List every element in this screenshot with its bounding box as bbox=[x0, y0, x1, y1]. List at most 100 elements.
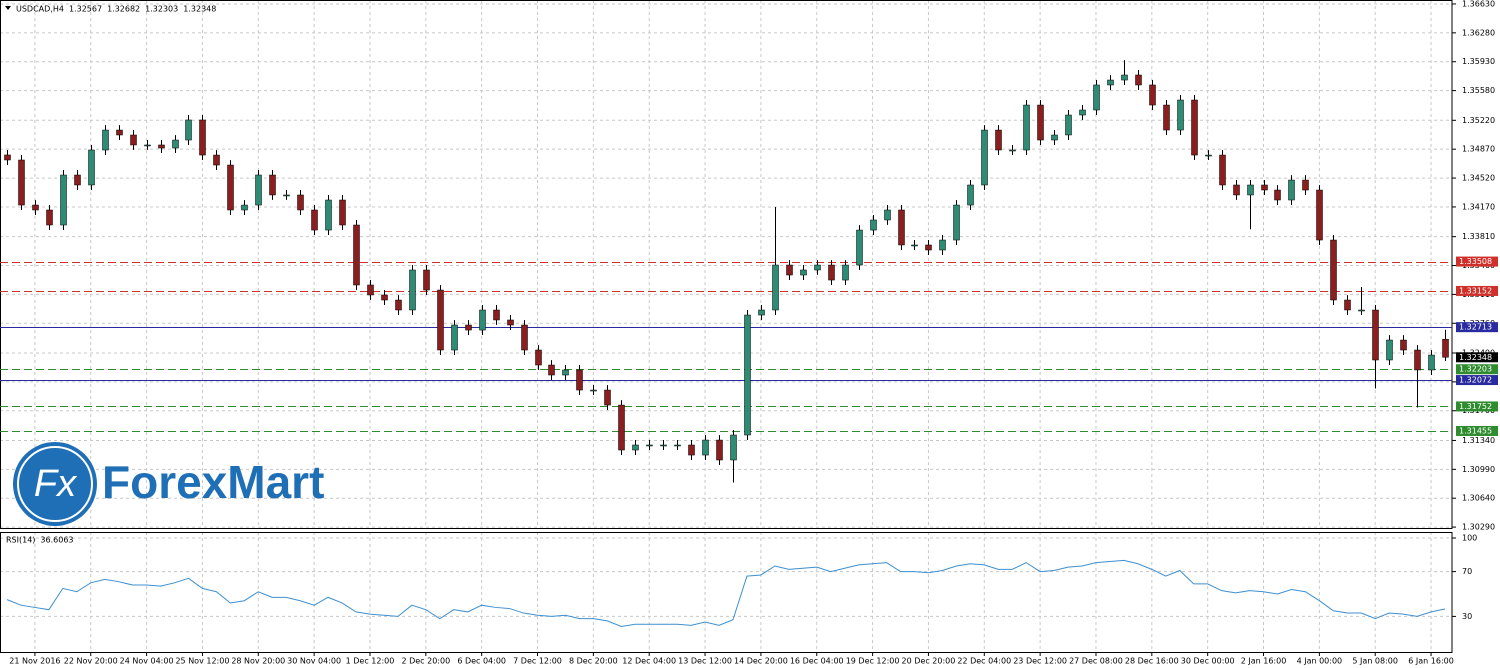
candle-body bbox=[548, 364, 555, 376]
x-tick-label: 7 Dec 12:00 bbox=[513, 657, 562, 666]
y-tick-label: 1.31340 bbox=[1462, 436, 1495, 445]
candle-body bbox=[172, 139, 179, 149]
logo-circle bbox=[13, 442, 97, 526]
y-tick-label: 1.35580 bbox=[1462, 86, 1495, 95]
candle-body bbox=[1191, 99, 1198, 156]
candle-body bbox=[1023, 104, 1030, 151]
candle-body bbox=[1009, 149, 1016, 152]
y-tick-label: 1.35220 bbox=[1462, 116, 1495, 125]
candle-body bbox=[1372, 309, 1379, 361]
candle-body bbox=[814, 264, 821, 271]
candle-body bbox=[409, 269, 416, 311]
candle-body bbox=[939, 239, 946, 251]
candle-body bbox=[199, 119, 206, 156]
logo-icon: Fx bbox=[34, 463, 78, 505]
candle-body bbox=[1163, 104, 1170, 131]
y-tick-label: 1.30290 bbox=[1462, 523, 1495, 532]
candle-body bbox=[1065, 114, 1072, 136]
y-tick-label: 30 bbox=[1462, 612, 1472, 621]
candle-body bbox=[1205, 154, 1212, 157]
header-close: 1.32348 bbox=[183, 5, 216, 14]
y-tick-label: 1.30640 bbox=[1462, 494, 1495, 503]
level-label: 1.31752 bbox=[1459, 402, 1492, 411]
candle-body bbox=[451, 324, 458, 351]
current-price-label-box bbox=[1456, 352, 1498, 363]
candle-body bbox=[465, 324, 472, 331]
candle-body bbox=[283, 194, 290, 197]
candle-body bbox=[437, 289, 444, 351]
level-label-box bbox=[1456, 364, 1498, 375]
x-tick-label: 28 Dec 16:00 bbox=[1125, 657, 1179, 666]
candle-body bbox=[953, 204, 960, 241]
y-tick-label: 70 bbox=[1462, 567, 1472, 576]
level-label: 1.33152 bbox=[1459, 286, 1492, 295]
header-arrow bbox=[5, 6, 11, 10]
x-tick-label: 22 Nov 20:00 bbox=[64, 657, 118, 666]
y-tick-label: 1.34520 bbox=[1462, 174, 1495, 183]
rsi-line bbox=[6, 559, 1446, 627]
logo-ring bbox=[17, 446, 93, 522]
candle-body bbox=[1442, 338, 1449, 358]
y-tick-label: 1.34170 bbox=[1462, 202, 1495, 211]
candle-body bbox=[535, 349, 542, 366]
candle-body bbox=[981, 129, 988, 186]
candle-body bbox=[493, 309, 500, 321]
rsi-value: 36.6063 bbox=[40, 536, 73, 545]
candle-body bbox=[18, 159, 25, 206]
candle-body bbox=[116, 129, 123, 136]
candle-body bbox=[1233, 184, 1240, 196]
candle-body bbox=[325, 199, 332, 231]
candle-body bbox=[1274, 189, 1281, 201]
candle-body bbox=[521, 324, 528, 351]
candle-body bbox=[1177, 99, 1184, 131]
candle-body bbox=[1093, 84, 1100, 111]
y-tick-label: 1.36630 bbox=[1462, 0, 1495, 8]
candle-body bbox=[339, 199, 346, 226]
current-price-label: 1.32348 bbox=[1459, 353, 1492, 362]
y-tick-label: 1.30990 bbox=[1462, 465, 1495, 474]
x-tick-label: 5 Jan 08:00 bbox=[1352, 657, 1398, 666]
candle-body bbox=[74, 174, 81, 186]
x-tick-label: 27 Dec 08:00 bbox=[1069, 657, 1123, 666]
rsi-panel-frame bbox=[0, 532, 1453, 653]
main-panel-frame bbox=[0, 0, 1453, 529]
y-tick-label: 100 bbox=[1462, 534, 1477, 543]
x-tick-label: 1 Dec 12:00 bbox=[346, 657, 395, 666]
candle-body bbox=[1079, 109, 1086, 116]
candle-body bbox=[842, 264, 849, 281]
candle-body bbox=[688, 444, 695, 456]
candle-body bbox=[828, 264, 835, 281]
x-tick-label: 6 Jan 16:00 bbox=[1408, 657, 1454, 666]
level-label-box bbox=[1456, 256, 1498, 267]
candle-body bbox=[1386, 339, 1393, 361]
candle-body bbox=[562, 369, 569, 376]
grid-layer bbox=[0, 0, 1452, 652]
candle-body bbox=[381, 294, 388, 301]
candle-body bbox=[1344, 299, 1351, 311]
candle-body bbox=[646, 444, 653, 447]
candle-body bbox=[772, 264, 779, 311]
candle-body bbox=[702, 439, 709, 456]
candle-body bbox=[269, 174, 276, 196]
x-tick-label: 4 Jan 00:00 bbox=[1297, 657, 1343, 666]
x-tick-label: 20 Dec 20:00 bbox=[902, 657, 956, 666]
candle-body bbox=[1288, 179, 1295, 201]
candle-body bbox=[1051, 134, 1058, 141]
x-tick-label: 30 Dec 00:00 bbox=[1181, 657, 1235, 666]
candle-body bbox=[1428, 354, 1435, 371]
header: USDCAD,H4 1.32567 1.32682 1.32303 1.32348 RSI… bbox=[5, 5, 216, 545]
x-tick-label: 8 Dec 20:00 bbox=[569, 657, 618, 666]
candle-body bbox=[884, 209, 891, 221]
candle-body bbox=[674, 444, 681, 447]
candle-body bbox=[1330, 239, 1337, 301]
candle-body bbox=[353, 224, 360, 286]
candle-body bbox=[744, 314, 751, 436]
candle-body bbox=[995, 129, 1002, 151]
x-tick-label: 28 Nov 20:00 bbox=[231, 657, 285, 666]
candle-body bbox=[1414, 349, 1421, 371]
candle-body bbox=[144, 144, 151, 147]
candle-body bbox=[213, 154, 220, 166]
candle-body bbox=[967, 184, 974, 206]
candle-body bbox=[130, 134, 137, 146]
candle-body bbox=[758, 309, 765, 316]
